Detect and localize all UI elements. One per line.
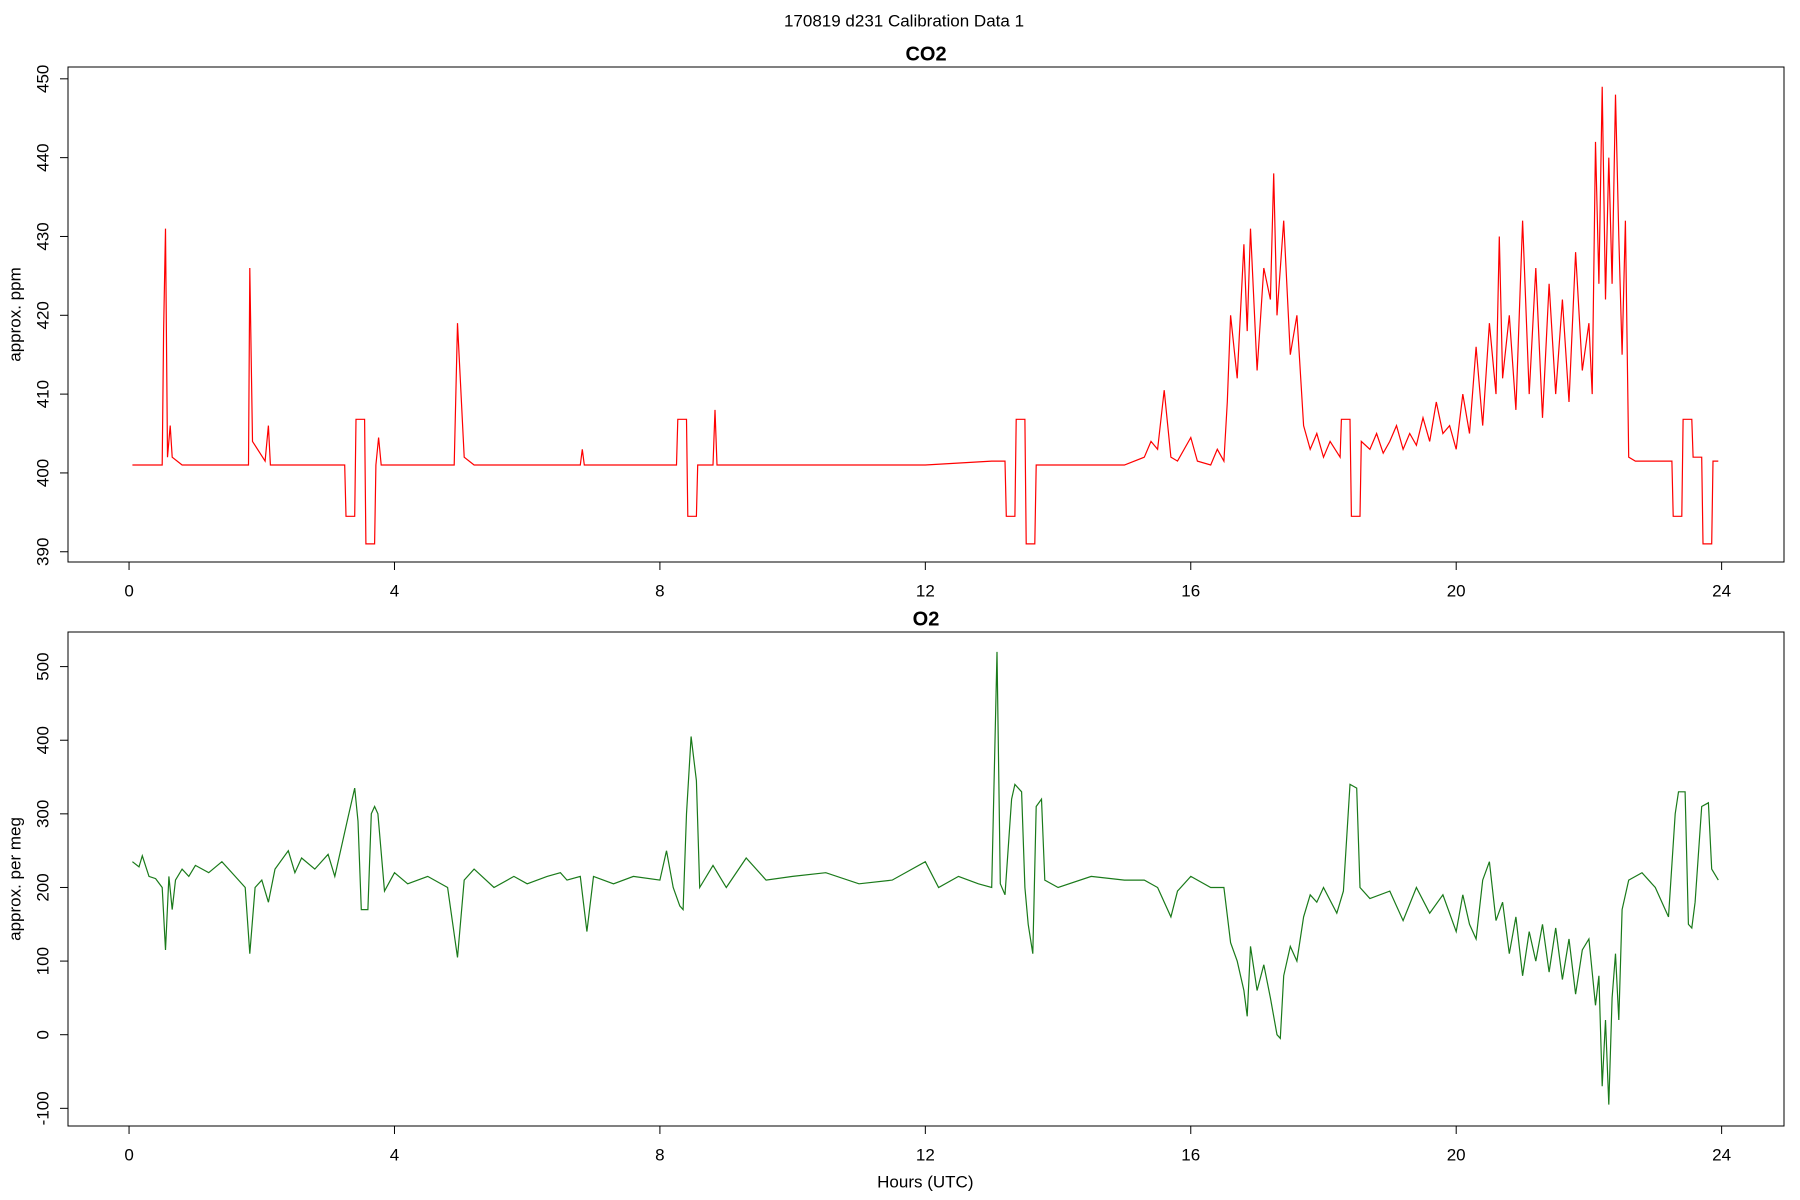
chart-title: CO2: [905, 43, 946, 65]
chart-title: O2: [913, 608, 940, 630]
y-tick-label: 400: [33, 726, 52, 754]
y-axis-label: approx. per meg: [5, 817, 24, 941]
x-tick-label: 0: [124, 1145, 133, 1164]
plot-box: [67, 631, 1785, 1127]
x-tick-label: 12: [916, 1145, 935, 1164]
y-tick-label: 420: [33, 301, 52, 329]
y-tick-label: 440: [33, 143, 52, 171]
y-tick-label: 500: [33, 652, 52, 680]
data-line: [132, 651, 1719, 1105]
y-tick-label: 300: [33, 800, 52, 828]
figure-title: 170819 d231 Calibration Data 1: [784, 11, 1024, 30]
x-tick-label: 16: [1181, 581, 1200, 600]
x-tick-label: 24: [1712, 1145, 1731, 1164]
y-tick-label: -100: [33, 1091, 52, 1125]
x-tick-label: 20: [1447, 581, 1466, 600]
y-tick-label: 400: [33, 459, 52, 487]
y-tick-label: 390: [33, 538, 52, 566]
x-tick-label: 24: [1712, 581, 1731, 600]
x-tick-label: 16: [1181, 1145, 1200, 1164]
x-tick-label: 8: [655, 581, 664, 600]
x-tick-label: 4: [390, 581, 399, 600]
y-tick-label: 450: [33, 65, 52, 93]
x-tick-label: 4: [390, 1145, 399, 1164]
x-tick-label: 8: [655, 1145, 664, 1164]
y-tick-label: 100: [33, 947, 52, 975]
data-line: [132, 86, 1719, 545]
y-tick-label: 410: [33, 380, 52, 408]
y-axis-label: approx. ppm: [5, 267, 24, 362]
y-tick-label: 0: [33, 1030, 52, 1039]
x-tick-label: 0: [124, 581, 133, 600]
x-tick-label: 20: [1447, 1145, 1466, 1164]
x-axis-label: Hours (UTC): [877, 1172, 973, 1191]
y-tick-label: 430: [33, 222, 52, 250]
y-tick-label: 200: [33, 873, 52, 901]
x-tick-label: 12: [916, 581, 935, 600]
